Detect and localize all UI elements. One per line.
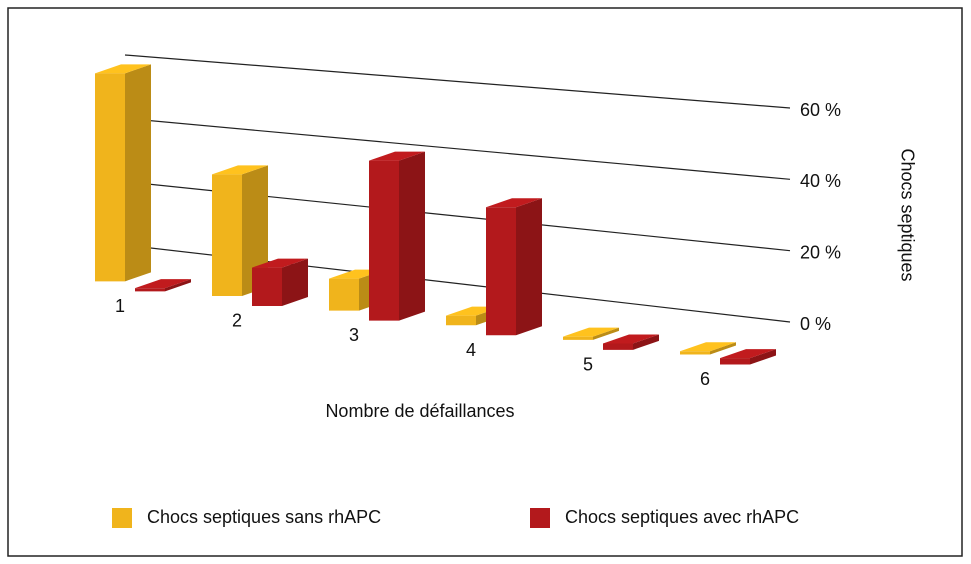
bar-front [329, 278, 359, 311]
frame [7, 7, 963, 557]
bar-top [212, 165, 268, 175]
bar-front [252, 267, 282, 306]
bar [252, 258, 308, 306]
bar-side [750, 349, 776, 365]
y-axis-title: Chocs septiques [897, 148, 917, 281]
bar-top [603, 334, 659, 344]
y-tick-label: 0 % [800, 314, 831, 334]
y-tick-label: 40 % [800, 171, 841, 191]
bar [720, 349, 776, 365]
grid-line [124, 117, 791, 180]
bar-side [282, 258, 308, 306]
bar-top [252, 258, 308, 268]
bar-front [369, 160, 399, 321]
bar-side [399, 151, 425, 321]
bar [563, 327, 619, 340]
x-tick-label: 5 [583, 354, 593, 374]
bar-front [212, 174, 242, 296]
bar-front [446, 315, 476, 326]
legend-swatch [530, 508, 550, 528]
bar-front [486, 207, 516, 336]
bar-top [135, 279, 191, 289]
bar [680, 342, 736, 355]
bar-side [242, 165, 268, 296]
bar-top [95, 64, 151, 74]
x-axis-title: Nombre de défaillances [325, 401, 514, 421]
bar-side [516, 198, 542, 336]
bar-top [680, 342, 736, 352]
bar-front [603, 343, 633, 350]
legend-swatch [112, 508, 132, 528]
bar-side [710, 342, 736, 355]
bar-front [135, 288, 165, 292]
bar [95, 64, 151, 282]
bar [603, 334, 659, 350]
x-tick-label: 3 [349, 325, 359, 345]
x-tick-label: 2 [232, 311, 242, 331]
bar-front [680, 351, 710, 355]
bar-top [720, 349, 776, 359]
x-tick-label: 6 [700, 369, 710, 389]
bar-top [563, 327, 619, 337]
legend-label: Chocs septiques avec rhAPC [565, 507, 799, 527]
bar-side [125, 64, 151, 282]
bar-side [633, 334, 659, 350]
bar-side [593, 327, 619, 340]
x-tick-label: 1 [115, 296, 125, 316]
y-tick-label: 60 % [800, 100, 841, 120]
bar-top [486, 198, 542, 208]
bar [212, 165, 268, 296]
bar-front [720, 358, 750, 365]
bar-front [95, 73, 125, 282]
bar-top [369, 151, 425, 161]
bar-front [563, 336, 593, 340]
bar [369, 151, 425, 321]
bar [135, 279, 191, 292]
grid-line [124, 54, 791, 109]
x-tick-label: 4 [466, 340, 476, 360]
bar [486, 198, 542, 336]
y-tick-label: 20 % [800, 242, 841, 262]
bar-side [165, 279, 191, 292]
legend-label: Chocs septiques sans rhAPC [147, 507, 381, 527]
